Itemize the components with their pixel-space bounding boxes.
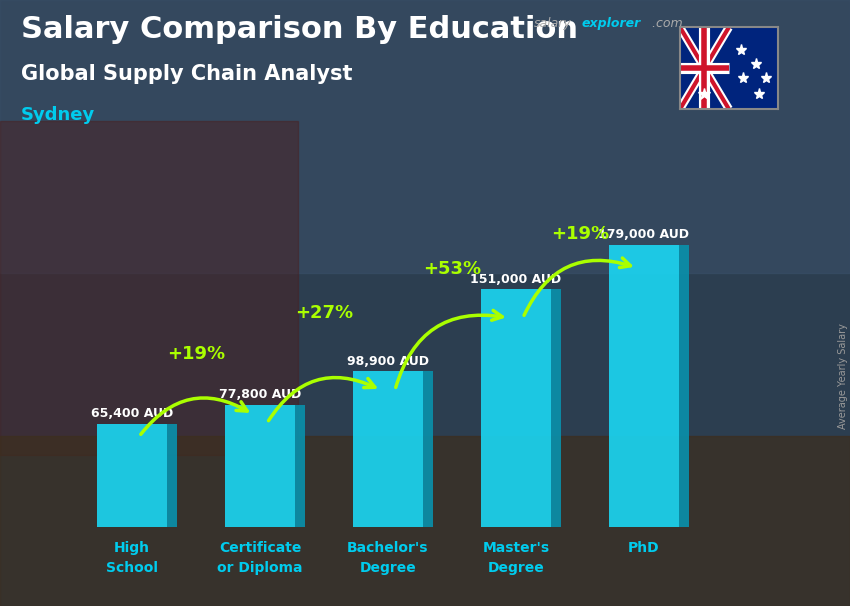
Polygon shape	[679, 245, 689, 527]
Bar	[609, 245, 679, 527]
Bar	[0, 121, 298, 454]
Polygon shape	[167, 424, 178, 527]
Text: Average Yearly Salary: Average Yearly Salary	[838, 323, 848, 428]
Bar	[0, 436, 850, 606]
Text: Sydney: Sydney	[21, 106, 95, 124]
Bar	[481, 289, 551, 527]
Text: explorer: explorer	[581, 17, 641, 30]
Text: Global Supply Chain Analyst: Global Supply Chain Analyst	[21, 64, 353, 84]
Text: +19%: +19%	[167, 345, 225, 363]
Text: salary: salary	[534, 17, 571, 30]
Text: 98,900 AUD: 98,900 AUD	[347, 355, 429, 368]
Text: +27%: +27%	[295, 304, 353, 322]
Bar	[0, 0, 850, 273]
Text: +53%: +53%	[422, 260, 481, 278]
Text: 151,000 AUD: 151,000 AUD	[470, 273, 562, 285]
Polygon shape	[295, 405, 305, 527]
Text: 77,800 AUD: 77,800 AUD	[218, 388, 301, 401]
Bar	[353, 371, 423, 527]
Text: 65,400 AUD: 65,400 AUD	[91, 407, 173, 421]
Bar	[97, 424, 167, 527]
Polygon shape	[551, 289, 561, 527]
Text: +19%: +19%	[551, 225, 609, 243]
Bar	[224, 405, 295, 527]
Text: .com: .com	[648, 17, 683, 30]
Polygon shape	[423, 371, 434, 527]
Text: 179,000 AUD: 179,000 AUD	[598, 228, 689, 241]
Text: Salary Comparison By Education: Salary Comparison By Education	[21, 15, 578, 44]
